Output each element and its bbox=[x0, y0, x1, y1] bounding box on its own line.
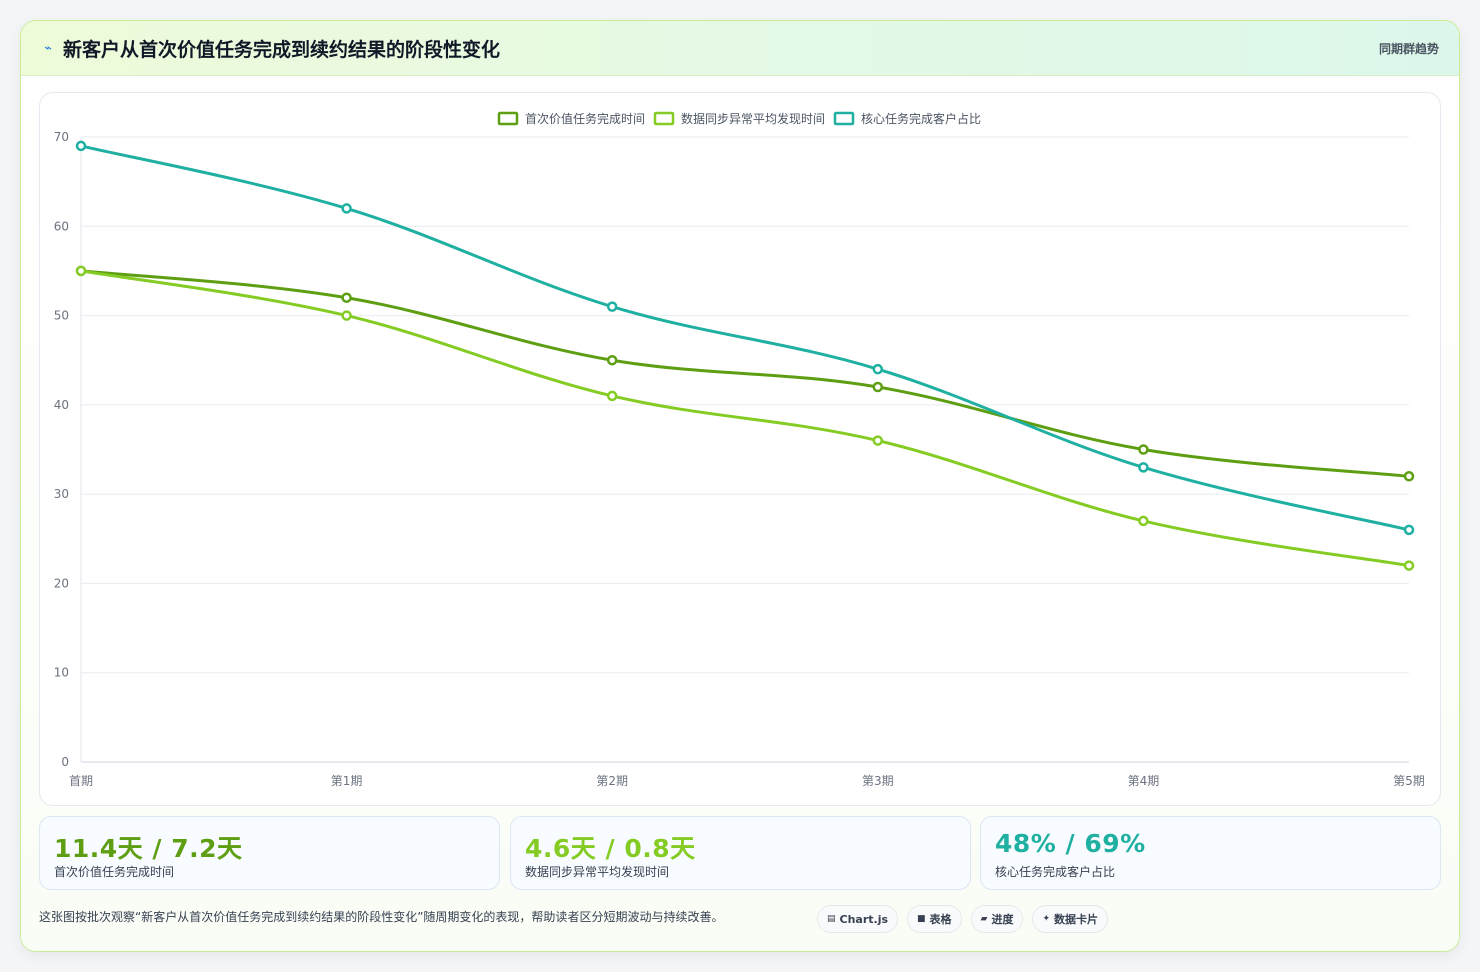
data-point bbox=[606, 301, 618, 312]
data-point bbox=[872, 363, 884, 375]
kpi-value: 4.6天 / 0.8天 bbox=[525, 834, 696, 863]
data-point bbox=[1403, 471, 1415, 482]
tag-data-card[interactable]: ✦ 数据卡片 bbox=[1032, 905, 1109, 933]
data-point bbox=[872, 435, 884, 446]
data-point bbox=[1138, 515, 1149, 527]
data-point bbox=[1138, 462, 1149, 473]
y-tick-label: 20 bbox=[54, 576, 69, 590]
y-tick-label: 0 bbox=[61, 755, 69, 769]
card-body: 0 10 20 30 40 50 60 70 首期 第1期 第2期 第3期 第4期 第5期 首次价值任务完成… bbox=[21, 76, 1459, 951]
tag-list: ▤ Chart.js ■ 表格 ▰ 进度 ✦ 数据卡片 bbox=[817, 905, 1109, 933]
title-wrap: ⌁ 新客户从首次价值任务完成到续约结果的阶段性变化 bbox=[41, 35, 500, 62]
table-icon: ■ bbox=[917, 914, 926, 924]
legend-label: 首次价值任务完成时间 bbox=[525, 111, 645, 126]
data-point bbox=[75, 265, 87, 277]
kpi-label: 核心任务完成客户占比 bbox=[995, 865, 1116, 879]
y-tick-label: 30 bbox=[54, 487, 69, 501]
kpi-card: 4.6天 / 0.8天 数据同步异常平均发现时间 bbox=[510, 816, 971, 890]
data-point bbox=[606, 390, 618, 402]
tag-chartjs[interactable]: ▤ Chart.js bbox=[817, 905, 899, 933]
kpi-label: 首次价值任务完成时间 bbox=[54, 865, 175, 879]
x-tick-label: 第2期 bbox=[596, 774, 628, 788]
kpi-card: 48% / 69% 核心任务完成客户占比 bbox=[980, 816, 1441, 890]
data-point bbox=[1403, 524, 1415, 536]
sparkle-icon: ✦ bbox=[1042, 914, 1051, 924]
tag-progress[interactable]: ▰ 进度 bbox=[970, 905, 1024, 933]
page-title: 新客户从首次价值任务完成到续约结果的阶段性变化 bbox=[63, 38, 501, 61]
legend-swatch bbox=[497, 111, 519, 126]
legend-label: 数据同步异常平均发现时间 bbox=[681, 111, 825, 126]
legend-label: 核心任务完成客户占比 bbox=[861, 111, 981, 126]
kpi-card: 11.4天 / 7.2天 首次价值任务完成时间 bbox=[39, 816, 500, 890]
y-tick-label: 10 bbox=[54, 666, 69, 680]
y-tick-label: 60 bbox=[54, 219, 69, 233]
x-tick-label: 第4期 bbox=[1128, 774, 1160, 788]
tag-label: 进度 bbox=[991, 913, 1014, 926]
series-line bbox=[79, 269, 1411, 478]
data-point bbox=[341, 292, 352, 303]
chart-card: ⌁ 新客户从首次价值任务完成到续约结果的阶段性变化 同期群趋势 0 10 20 30 4… bbox=[20, 20, 1460, 952]
tag-table[interactable]: ■ 表格 bbox=[907, 905, 962, 933]
chart-panel: 0 10 20 30 40 50 60 70 首期 第1期 第2期 第3期 第4期 第5期 首次价值任务完成… bbox=[39, 92, 1441, 806]
tag-label: 表格 bbox=[929, 913, 952, 926]
kpi-value: 48% / 69% bbox=[995, 829, 1146, 858]
x-tick-label: 第1期 bbox=[331, 774, 363, 788]
legend-swatch bbox=[653, 111, 675, 126]
kpi-row: 11.4天 / 7.2天 首次价值任务完成时间 4.6天 / 0.8天 数据同步… bbox=[39, 816, 1441, 890]
chart-icon: ▤ bbox=[827, 914, 836, 924]
data-point bbox=[341, 203, 352, 214]
data-point bbox=[872, 381, 884, 393]
y-tick-label: 50 bbox=[54, 309, 69, 323]
data-point bbox=[606, 354, 618, 366]
tag-label: Chart.js bbox=[839, 912, 889, 926]
x-tick-label: 第3期 bbox=[862, 774, 894, 788]
series-line bbox=[79, 269, 1411, 568]
footer-note: 这张图按批次观察“新客户从首次价值任务完成到续约结果的阶段性变化”随周期变化的表… bbox=[39, 910, 724, 924]
x-tick-label: 首期 bbox=[69, 774, 93, 788]
kpi-label: 数据同步异常平均发现时间 bbox=[525, 865, 670, 879]
data-point bbox=[341, 310, 352, 321]
tag-label: 数据卡片 bbox=[1054, 913, 1099, 926]
legend-swatch bbox=[833, 111, 855, 126]
trend-icon: ⌁ bbox=[44, 40, 52, 56]
progress-icon: ▰ bbox=[980, 914, 988, 924]
y-tick-label: 70 bbox=[54, 130, 69, 144]
series-line bbox=[79, 144, 1411, 532]
kpi-value: 11.4天 / 7.2天 bbox=[54, 834, 243, 863]
line-chart: 0 10 20 30 40 50 60 70 首期 第1期 第2期 第3期 第4期 第5期 首次价值任务完成… bbox=[54, 111, 1425, 788]
card-header: ⌁ 新客户从首次价值任务完成到续约结果的阶段性变化 同期群趋势 bbox=[21, 21, 1459, 76]
data-point bbox=[1138, 444, 1149, 455]
header-tag: 同期群趋势 bbox=[1378, 41, 1439, 56]
data-point bbox=[1403, 560, 1415, 571]
y-tick-label: 40 bbox=[54, 398, 69, 412]
x-tick-label: 第5期 bbox=[1393, 774, 1425, 788]
data-point bbox=[75, 140, 87, 152]
